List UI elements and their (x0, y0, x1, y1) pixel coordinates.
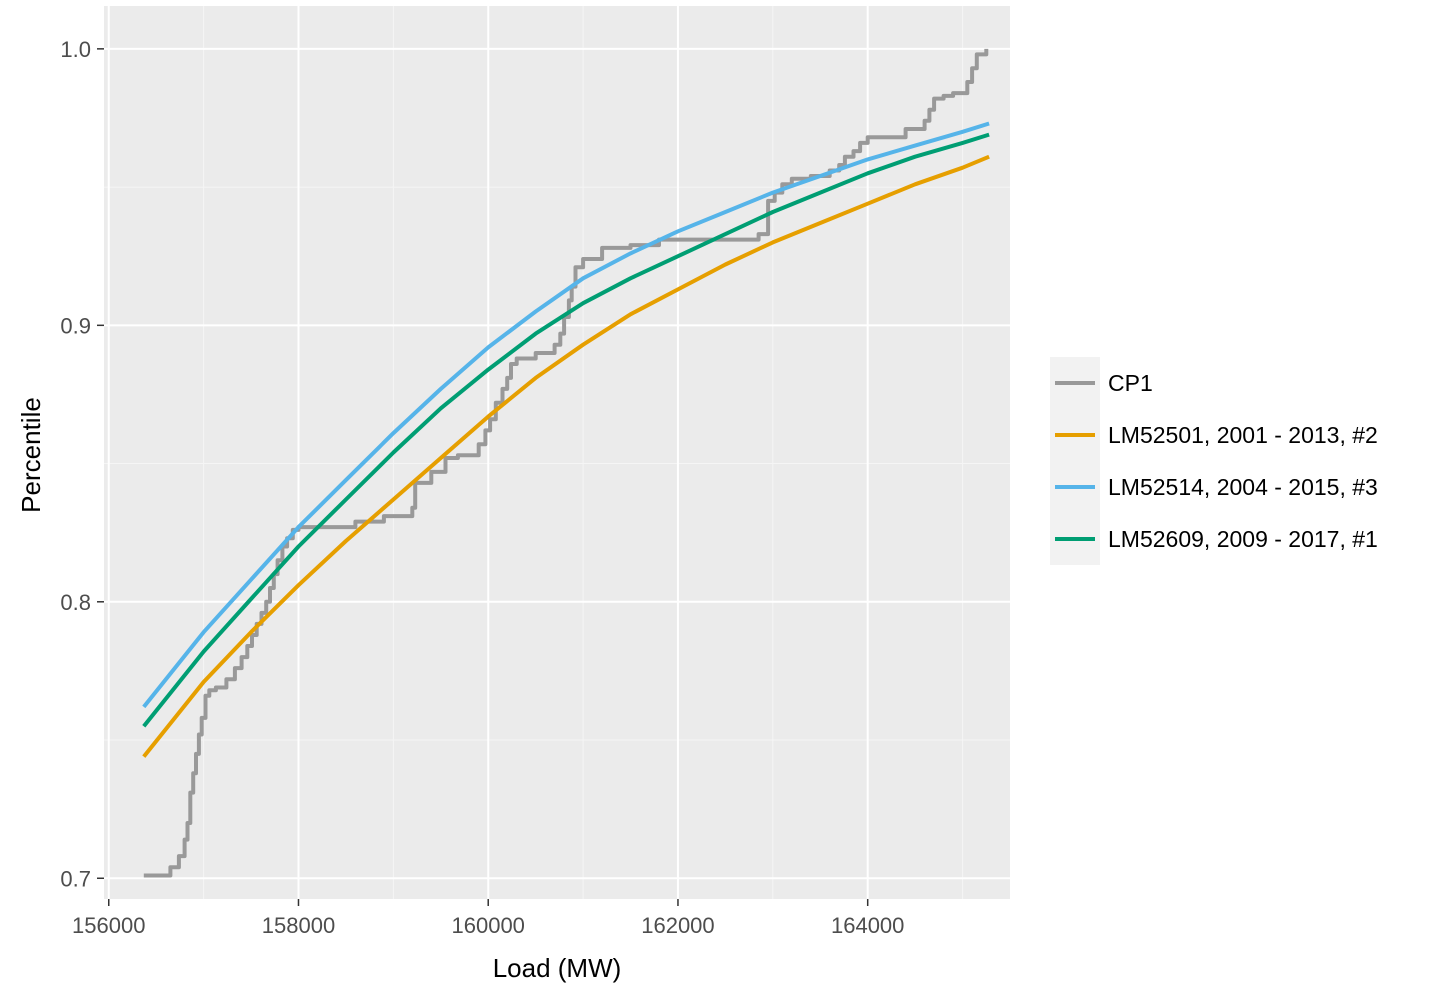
grid-minor (104, 6, 1010, 899)
series-line-4 (142, 132, 990, 728)
series-layer (142, 48, 990, 878)
legend: CP1 LM52501, 2001 - 2013, #2 LM52514, 2004… (1050, 357, 1378, 565)
x-tick-label: 164000 (831, 913, 904, 938)
legend-label: LM52514, 2004 - 2015, #3 (1108, 474, 1378, 500)
x-tick-label: 158000 (262, 913, 335, 938)
legend-label: LM52609, 2009 - 2017, #1 (1108, 526, 1378, 552)
series-line-3 (142, 121, 990, 709)
plot-panel (104, 6, 1010, 899)
x-axis-title: Load (MW) (493, 953, 622, 983)
y-tick-label: 1.0 (60, 37, 91, 62)
y-tick-label: 0.7 (60, 866, 91, 891)
x-tick-label: 156000 (72, 913, 145, 938)
grid-major (104, 6, 1010, 899)
y-axis-title: Percentile (16, 397, 46, 513)
legend-label: LM52501, 2001 - 2013, #2 (1108, 422, 1378, 448)
series-line-2 (142, 154, 990, 758)
y-tick-label: 0.9 (60, 313, 91, 338)
axis-layer: 156000 158000 160000 162000 164000 0.7 0.8 0.9 1… (60, 37, 904, 938)
legend-label: CP1 (1108, 370, 1153, 396)
x-tick-label: 162000 (641, 913, 714, 938)
series-line-1 (143, 48, 989, 878)
x-tick-label: 160000 (452, 913, 525, 938)
y-tick-label: 0.8 (60, 590, 91, 615)
